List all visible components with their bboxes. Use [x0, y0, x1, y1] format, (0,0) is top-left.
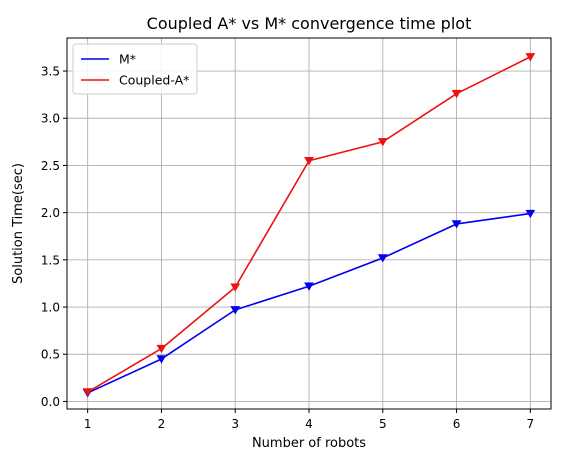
- y-tick-label: 3.0: [41, 112, 60, 126]
- y-axis-label: Solution Time(sec): [11, 163, 26, 284]
- data-point: [377, 254, 388, 263]
- y-tick-label: 0.0: [41, 395, 60, 409]
- data-point: [156, 355, 167, 364]
- x-tick-label: 7: [527, 417, 535, 431]
- y-tick-label: 1.5: [41, 253, 60, 267]
- data-point: [525, 53, 536, 62]
- legend-entry-label: Coupled-A*: [119, 73, 189, 88]
- x-axis-label: Number of robots: [252, 436, 366, 451]
- x-tick-label: 5: [379, 417, 387, 431]
- data-point: [230, 283, 241, 292]
- x-tick-label: 3: [231, 417, 239, 431]
- x-tick-label: 4: [305, 417, 313, 431]
- y-tick-label: 0.5: [41, 348, 60, 362]
- x-tick-label: 2: [158, 417, 166, 431]
- y-tick-label: 2.5: [41, 159, 60, 173]
- data-point: [377, 138, 388, 147]
- series-layer: [82, 53, 536, 398]
- data-point: [304, 156, 314, 166]
- data-point: [156, 344, 167, 354]
- data-point: [230, 306, 241, 315]
- y-tick-label: 1.0: [41, 301, 60, 315]
- series-coupled-a-star: [82, 53, 536, 397]
- data-point: [451, 220, 462, 229]
- data-point: [304, 282, 314, 291]
- data-point: [451, 89, 462, 99]
- y-tick-label: 2.0: [41, 206, 60, 220]
- data-point: [525, 209, 536, 219]
- legend: M* Coupled-A*: [72, 43, 198, 95]
- ticks: 1 2 3 4 5 6 7 0.0 0.5 1.0 1.5 2.0 2.5 3.0 3.5: [41, 65, 534, 431]
- data-point: [82, 388, 93, 397]
- chart-title: Coupled A* vs M* convergence time plot: [147, 14, 472, 33]
- y-tick-label: 3.5: [41, 65, 60, 79]
- legend-entry-label: M*: [119, 52, 136, 67]
- x-tick-label: 6: [453, 417, 461, 431]
- x-tick-label: 1: [84, 417, 92, 431]
- legend-box: [72, 43, 198, 95]
